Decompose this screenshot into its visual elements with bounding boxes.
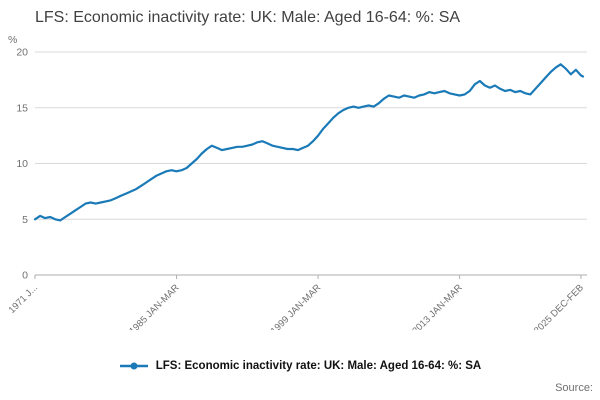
y-tick-label: 0	[22, 270, 28, 282]
x-tick-label: 1985 JAN-MAR	[127, 282, 182, 330]
legend-label: LFS: Economic inactivity rate: UK: Male:…	[155, 360, 482, 372]
line-chart: 0 5 10 15 20% 1971 J... 1985 JAN-MAR 1999 JAN-M…	[7, 34, 587, 330]
y-tick-label: 15	[16, 102, 28, 114]
y-tick-label: 10	[16, 158, 28, 170]
legend-line-marker-icon	[119, 362, 148, 370]
legend: LFS: Economic inactivity rate: UK: Male:…	[0, 360, 600, 372]
x-tick-label: 2025 DEC-FEB	[532, 282, 586, 330]
y-axis-unit-label: %	[8, 34, 17, 46]
x-tick-label: 2013 JAN-MAR	[410, 282, 465, 330]
chart-title: LFS: Economic inactivity rate: UK: Male:…	[35, 9, 461, 26]
y-tick-label: 20	[16, 47, 28, 59]
source-note: Source:	[555, 382, 593, 394]
x-tick-label: 1999 JAN-MAR	[269, 282, 324, 330]
y-tick-label: 5	[22, 214, 28, 226]
series-line	[33, 63, 585, 222]
x-tick-label: 1971 J...	[7, 282, 41, 316]
